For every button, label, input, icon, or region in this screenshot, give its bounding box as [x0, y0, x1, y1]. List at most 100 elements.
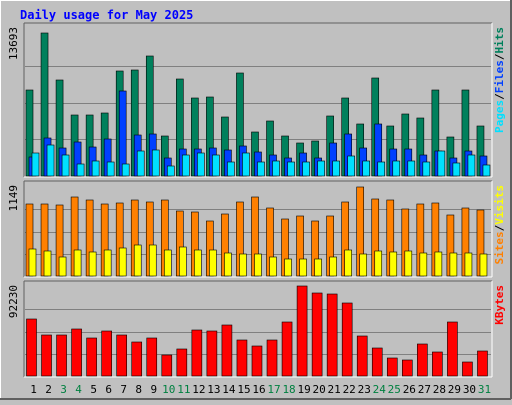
day-label-25: 25 — [388, 383, 401, 396]
bar-pages-day-29 — [452, 162, 461, 177]
bar-visits-day-12 — [194, 249, 202, 277]
day-label-20: 20 — [313, 383, 326, 396]
bar-kbytes-day-30 — [462, 361, 473, 377]
bar-kbytes-day-18 — [281, 321, 293, 377]
day-label-26: 26 — [403, 383, 416, 396]
day-label-10: 10 — [162, 383, 175, 396]
bar-kbytes-day-24 — [371, 347, 383, 377]
day-axis-labels: 1 2 3 4 5 6 7 8 9 10 11 12 13 14 15 16 17 18 19 20 21 22 23 24 2… — [30, 383, 491, 396]
bar-pages-day-24 — [377, 161, 386, 177]
bar-visits-day-31 — [479, 253, 488, 277]
bar-pages-day-17 — [272, 160, 280, 177]
bar-pages-day-11 — [182, 154, 190, 177]
panel-kbytes: 92230 KBytes — [7, 280, 506, 378]
day-label-29: 29 — [448, 383, 461, 396]
chart-panels: 13693Pages/Files/Hits1149Sites/Visits922… — [7, 22, 506, 378]
bar-visits-day-7 — [118, 247, 127, 277]
graph-title: Daily usage for May 2025 — [20, 8, 193, 22]
bar-visits-day-19 — [299, 258, 307, 277]
bar-visits-day-4 — [73, 249, 82, 277]
bar-kbytes-day-1 — [26, 318, 37, 377]
bar-visits-day-16 — [254, 253, 262, 277]
bar-pages-day-31 — [482, 164, 491, 177]
bar-pages-day-16 — [257, 161, 265, 177]
bar-kbytes-day-13 — [206, 330, 218, 377]
bar-visits-day-8 — [133, 244, 142, 277]
series-legend: KBytes — [493, 285, 506, 325]
bar-pages-day-27 — [422, 161, 431, 177]
bar-visits-day-2 — [43, 250, 52, 277]
bar-kbytes-day-29 — [447, 321, 458, 377]
day-label-2: 2 — [45, 383, 52, 396]
day-label-4: 4 — [75, 383, 82, 396]
panel-pages-files-hits: 13693 Pages/Files/Hits — [7, 22, 506, 178]
bar-pages-day-9 — [151, 149, 160, 177]
bar-visits-day-30 — [464, 252, 473, 277]
bar-pages-day-5 — [91, 160, 100, 177]
bar-kbytes-day-20 — [311, 292, 323, 377]
bar-visits-day-23 — [359, 253, 368, 277]
bar-visits-day-17 — [269, 256, 277, 277]
bar-kbytes-day-8 — [131, 341, 143, 377]
bar-kbytes-day-23 — [356, 335, 368, 377]
bar-kbytes-day-16 — [251, 345, 263, 377]
bar-visits-day-18 — [284, 258, 292, 277]
day-label-19: 19 — [297, 383, 310, 396]
legend-part: Files — [493, 60, 506, 93]
bar-pages-day-10 — [166, 165, 175, 177]
y-max-label: 13693 — [7, 27, 20, 60]
bar-kbytes-day-4 — [71, 328, 82, 377]
bar-visits-day-15 — [239, 253, 247, 277]
bar-visits-day-13 — [209, 249, 217, 277]
legend-part: / — [493, 224, 506, 231]
legend-part: KBytes — [493, 285, 506, 325]
day-label-14: 14 — [222, 383, 236, 396]
bar-kbytes-day-7 — [116, 334, 127, 377]
bar-pages-day-8 — [136, 150, 145, 177]
series-legend: Pages/Files/Hits — [493, 27, 506, 133]
bar-pages-day-3 — [61, 154, 70, 177]
bar-pages-day-15 — [242, 152, 250, 177]
bar-files-day-7 — [118, 90, 127, 177]
legend-part: Sites — [493, 231, 506, 264]
bar-kbytes-day-31 — [477, 350, 488, 377]
bar-visits-day-6 — [103, 249, 112, 277]
bar-kbytes-day-26 — [402, 359, 413, 377]
day-label-9: 9 — [150, 383, 157, 396]
bar-kbytes-day-5 — [86, 337, 97, 377]
bar-pages-day-26 — [407, 160, 416, 177]
bar-kbytes-day-22 — [341, 302, 353, 377]
bar-visits-day-22 — [344, 249, 352, 277]
bar-kbytes-day-15 — [236, 339, 248, 377]
bar-visits-day-25 — [389, 251, 398, 277]
bar-kbytes-day-21 — [326, 293, 338, 377]
bar-pages-day-25 — [392, 160, 401, 177]
bar-pages-day-4 — [76, 163, 85, 177]
bar-pages-day-6 — [106, 161, 115, 177]
bar-pages-day-28 — [437, 150, 446, 177]
bar-pages-day-1 — [31, 152, 40, 177]
day-label-15: 15 — [237, 383, 250, 396]
y-max-label: 92230 — [7, 285, 20, 318]
bar-kbytes-day-25 — [386, 357, 398, 377]
bar-pages-day-7 — [121, 163, 130, 177]
bar-visits-day-1 — [28, 248, 37, 277]
day-label-28: 28 — [433, 383, 446, 396]
bar-pages-day-2 — [46, 144, 55, 177]
day-label-17: 17 — [267, 383, 280, 396]
day-label-21: 21 — [328, 383, 341, 396]
bar-kbytes-day-17 — [266, 339, 278, 377]
day-label-1: 1 — [30, 383, 37, 396]
day-label-11: 11 — [177, 383, 190, 396]
bar-pages-day-30 — [467, 154, 476, 177]
bar-visits-day-20 — [314, 258, 322, 277]
day-label-13: 13 — [207, 383, 220, 396]
bar-kbytes-day-9 — [146, 337, 158, 377]
bar-pages-day-19 — [302, 161, 310, 177]
bar-visits-day-24 — [374, 250, 383, 277]
day-label-8: 8 — [135, 383, 142, 396]
bar-visits-day-26 — [404, 250, 413, 277]
bar-visits-day-14 — [224, 252, 232, 277]
bar-visits-day-10 — [163, 249, 172, 277]
